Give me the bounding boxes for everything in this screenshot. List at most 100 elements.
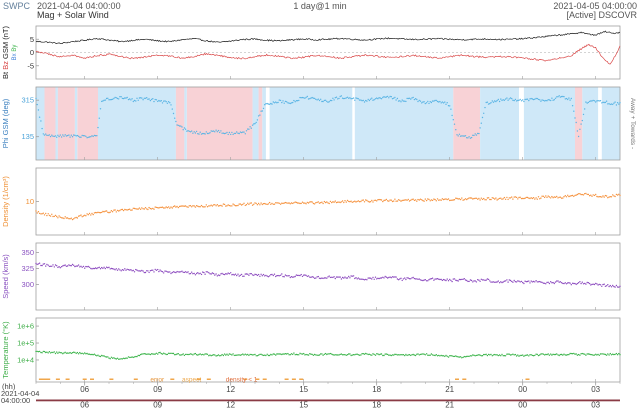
quality-mark xyxy=(299,378,304,380)
away-region xyxy=(480,87,519,160)
quality-mark xyxy=(255,378,260,380)
series-Bt xyxy=(35,30,621,44)
quality-mark xyxy=(291,378,296,380)
x-axis: 06 06 09 09 12 12 15 15 18 18 21 21 00 00 03 03 xyxy=(35,382,621,408)
quality-mark xyxy=(65,378,70,380)
y-tick-label: 1e+4 xyxy=(17,355,34,364)
towards-region xyxy=(77,87,99,160)
y-axis-sublabel-mag: Bx By xyxy=(12,45,18,61)
y-tick-label: 135 xyxy=(21,132,34,141)
quality-mark xyxy=(46,378,51,380)
plot-title: Mag + Solar Wind xyxy=(37,10,109,20)
quality-mark xyxy=(262,378,267,380)
resolution-label: 1 day@1 min xyxy=(293,1,347,11)
y-axis-label-temperature: Temperature (°K) xyxy=(1,321,10,379)
quality-mark xyxy=(525,378,530,380)
start-time-label: 2021-04-04 04:00:00 xyxy=(37,1,121,11)
quality-mark xyxy=(284,378,289,380)
away-region xyxy=(36,87,45,160)
panel-frame xyxy=(35,317,621,383)
towards-region xyxy=(44,87,56,160)
x-axis-unit-label: (hh) xyxy=(2,382,16,391)
y-tick-label: 315 xyxy=(21,96,34,105)
x-tick-label-next: 15 xyxy=(299,401,308,408)
y-tick-label: 300 xyxy=(21,280,34,289)
end-time-label: 2021-04-05 04:00:00 xyxy=(553,1,637,11)
quality-mark xyxy=(42,378,47,380)
right-axis-label: Away + Towards - xyxy=(629,98,636,149)
y-axis-label-speed: Speed (km/s) xyxy=(1,254,10,299)
y-tick-label: 0 xyxy=(30,48,34,57)
next-day-divider xyxy=(36,399,620,402)
y-tick-label: 1e+5 xyxy=(17,339,34,348)
away-region xyxy=(601,87,621,160)
away-region xyxy=(184,87,187,160)
y-tick-label: -5 xyxy=(27,61,34,70)
footer-time-label: 04:00:00 xyxy=(1,396,31,405)
quality-label: error xyxy=(150,377,165,384)
series-Speed xyxy=(35,262,621,288)
towards-region xyxy=(186,87,253,160)
y-axis-label-phi: Phi GSM (deg) xyxy=(1,98,10,148)
series-Density xyxy=(35,192,621,221)
x-tick-label: 12 xyxy=(226,385,235,394)
y-tick-label: 1e+6 xyxy=(17,322,34,331)
y-tick-label: 325 xyxy=(21,264,34,273)
quality-mark xyxy=(90,378,94,380)
panel-frame xyxy=(35,242,621,311)
panel-frame xyxy=(35,167,621,236)
panel-density: 10 Density (1/cm³) xyxy=(1,167,621,236)
quality-mark xyxy=(206,378,211,380)
series-Bz xyxy=(35,43,621,65)
x-tick-label-next: 09 xyxy=(153,401,162,408)
quality-mark xyxy=(82,378,87,380)
away-region xyxy=(74,87,78,160)
away-region xyxy=(523,87,575,160)
x-tick-label-next: 03 xyxy=(591,401,600,408)
quality-mark xyxy=(38,378,43,380)
towards-region xyxy=(57,87,75,160)
away-region xyxy=(269,87,353,160)
app-name: SWPC xyxy=(3,1,30,11)
source-status-label: [Active] DSCOVR xyxy=(566,10,637,20)
away-region xyxy=(582,87,599,160)
quality-mark xyxy=(462,378,467,380)
x-tick-label: 09 xyxy=(153,385,162,394)
y-tick-label: 5 xyxy=(30,35,34,44)
towards-region xyxy=(258,87,263,160)
panel-speed: 350 325 300 Speed (km/s) xyxy=(1,242,621,311)
footer-date-label: 2021-04-04 xyxy=(1,389,40,398)
series-Temperature xyxy=(35,350,621,360)
quality-mark xyxy=(170,378,175,380)
away-region xyxy=(262,87,266,160)
quality-mark xyxy=(133,378,138,380)
x-tick-label-next: 00 xyxy=(518,401,527,408)
y-tick-label: 10 xyxy=(26,197,34,206)
quality-mark xyxy=(109,378,114,380)
series-Phi xyxy=(35,95,621,139)
panel-temperature: 1e+6 1e+5 1e+4 Temperature (°K) xyxy=(1,317,621,383)
panel-mag: 5 0 -5 Bt Bz GSM (nT) Bx By xyxy=(1,26,621,80)
x-tick-label: 18 xyxy=(372,385,381,394)
y-axis-label-mag: Bt Bz GSM (nT) xyxy=(1,26,10,79)
away-region xyxy=(354,87,454,160)
panel-frame xyxy=(35,86,621,161)
quality-annotations: error aspect density < 1 xyxy=(38,377,530,384)
quality-mark xyxy=(455,378,459,380)
quality-label: density < 1 xyxy=(226,377,258,384)
x-tick-label-next: 12 xyxy=(226,401,235,408)
towards-region xyxy=(453,87,481,160)
x-tick-label: 06 xyxy=(80,385,89,394)
y-axis-label-density: Density (1/cm³) xyxy=(1,176,10,227)
quality-mark xyxy=(197,378,201,380)
x-tick-label-next: 21 xyxy=(445,401,454,408)
x-tick-label-next: 18 xyxy=(372,401,381,408)
x-tick-label: 00 xyxy=(518,385,527,394)
x-tick-label: 03 xyxy=(591,385,600,394)
x-tick-label: 21 xyxy=(445,385,454,394)
quality-mark xyxy=(243,378,248,380)
towards-region xyxy=(175,87,185,160)
x-tick-label: 15 xyxy=(299,385,308,394)
